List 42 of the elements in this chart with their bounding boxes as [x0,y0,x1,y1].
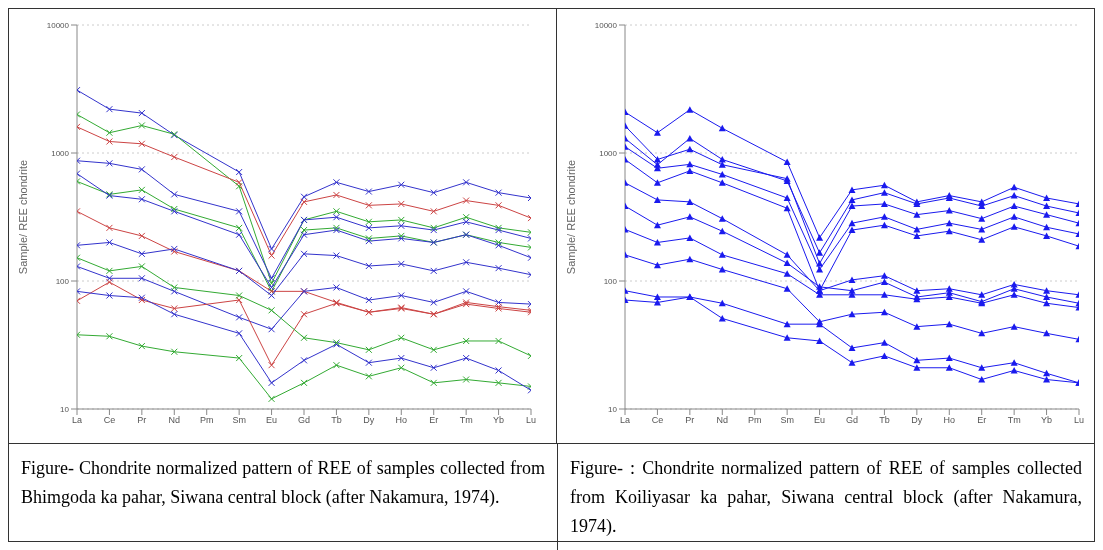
x-tick-label: Gd [845,415,859,426]
y-tick-label: 1000 [599,148,618,158]
x-tick-label: Ce [103,415,116,426]
x-tick-label: Er [429,415,439,426]
y-axis-title: Sample/ REE chondrite [564,159,577,275]
x-tick-label: Tb [331,415,342,426]
x-tick-label: Pr [685,415,695,426]
x-tick-label: Tb [879,415,890,426]
x-tick-label: Yb [493,415,505,426]
x-tick-label: Sm [232,415,246,426]
y-tick-label: 10000 [46,20,70,30]
x-tick-label: Pm [747,415,762,426]
x-tick-label: La [71,415,83,426]
text: Figure- Chondrite normalized pattern of REE of samples collected from Bhimgoda ka pahar, Siwana central block (after Nakamura, 1974). [21,458,545,507]
x-tick-label: Ce [651,415,664,426]
x-tick-label: Er [977,415,987,426]
y-tick-label: 100 [55,276,70,286]
x-tick-label: Tm [1007,415,1021,426]
y-axis-title: Sample/ REE chondrite [16,159,29,275]
x-tick-label: Lu [1073,415,1085,426]
x-tick-label: Nd [168,415,181,426]
x-tick-label: Nd [716,415,729,426]
x-tick-label: Yb [1041,415,1053,426]
x-tick-label: Lu [525,415,537,426]
y-tick-label: 10000 [594,20,618,30]
x-tick-label: Eu [814,415,826,426]
x-tick-label: Sm [780,415,794,426]
x-tick-label: La [619,415,631,426]
x-tick-label: Gd [297,415,311,426]
y-tick-label: 10 [60,404,70,414]
y-tick-label: 100 [603,276,618,286]
x-tick-label: Ho [943,415,956,426]
x-tick-label: Pm [199,415,214,426]
x-tick-label: Dy [911,415,923,426]
x-tick-label: Tm [459,415,473,426]
x-tick-label: Pr [137,415,147,426]
x-tick-label: Dy [363,415,375,426]
y-tick-label: 1000 [51,148,70,158]
x-tick-label: Eu [266,415,278,426]
x-tick-label: Ho [395,415,408,426]
y-tick-label: 10 [608,404,618,414]
text: Figure- : Chondrite normalized pattern of REE of samples collected from Koiliyasar ka pahar, Siwana central block (after Nakamura, 1974). [569,458,1082,536]
